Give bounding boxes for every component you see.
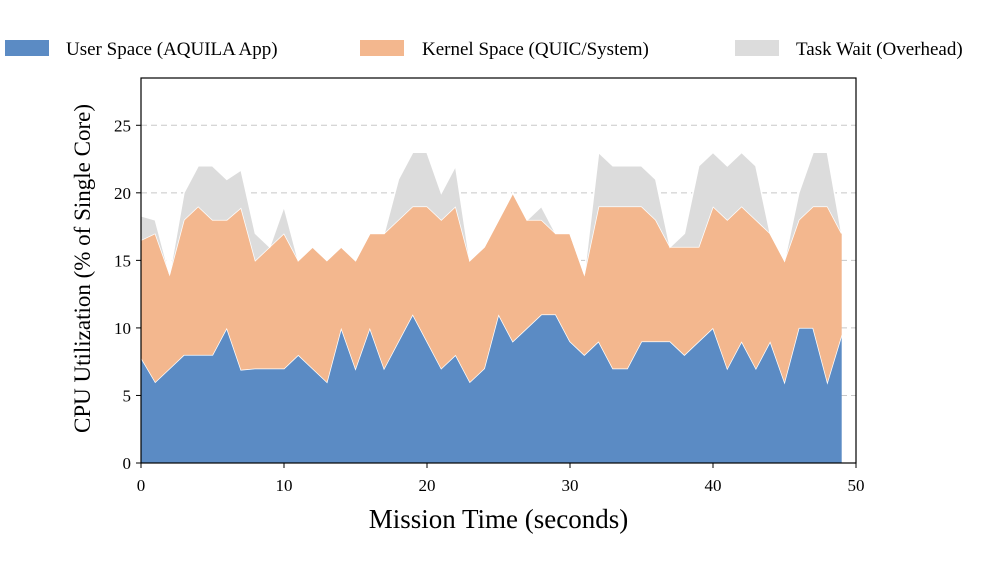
y-tick-label-10: 10 (114, 319, 131, 338)
x-tick-label-20: 20 (419, 476, 436, 495)
y-axis-label: CPU Utilization (% of Single Core) (70, 104, 95, 433)
area-series-3 (141, 152, 842, 274)
area-series-1 (141, 314, 842, 463)
legend: User Space (AQUILA App) Kernel Space (QUI… (5, 39, 963, 60)
x-tick-label-50: 50 (848, 476, 865, 495)
y-tick-label-25: 25 (114, 116, 131, 135)
x-axis-label: Mission Time (seconds) (369, 504, 629, 534)
legend-swatch-3 (735, 40, 779, 56)
x-tick-label-40: 40 (705, 476, 722, 495)
plot-frame (140, 77, 857, 464)
x-tick-label-0: 0 (137, 476, 146, 495)
legend-swatch-1 (5, 40, 49, 56)
area-series-2 (141, 192, 842, 382)
legend-label-2: Kernel Space (QUIC/System) (422, 39, 649, 60)
legend-swatch-2 (360, 40, 404, 56)
y-tick-label-20: 20 (114, 184, 131, 203)
legend-label-1: User Space (AQUILA App) (66, 39, 278, 60)
legend-label-3: Task Wait (Overhead) (796, 39, 963, 60)
x-tick-label-30: 30 (562, 476, 579, 495)
x-tick-label-10: 10 (276, 476, 293, 495)
axes: 0 10 20 30 40 50 0 5 10 15 20 25 (114, 77, 865, 495)
area-edge-series-3 (140, 150, 843, 275)
y-tick-label-0: 0 (123, 454, 132, 473)
y-tick-label-5: 5 (123, 386, 132, 405)
series-areas (140, 150, 843, 463)
y-tick-label-15: 15 (114, 251, 131, 270)
area-edge-series-1 (140, 312, 843, 385)
